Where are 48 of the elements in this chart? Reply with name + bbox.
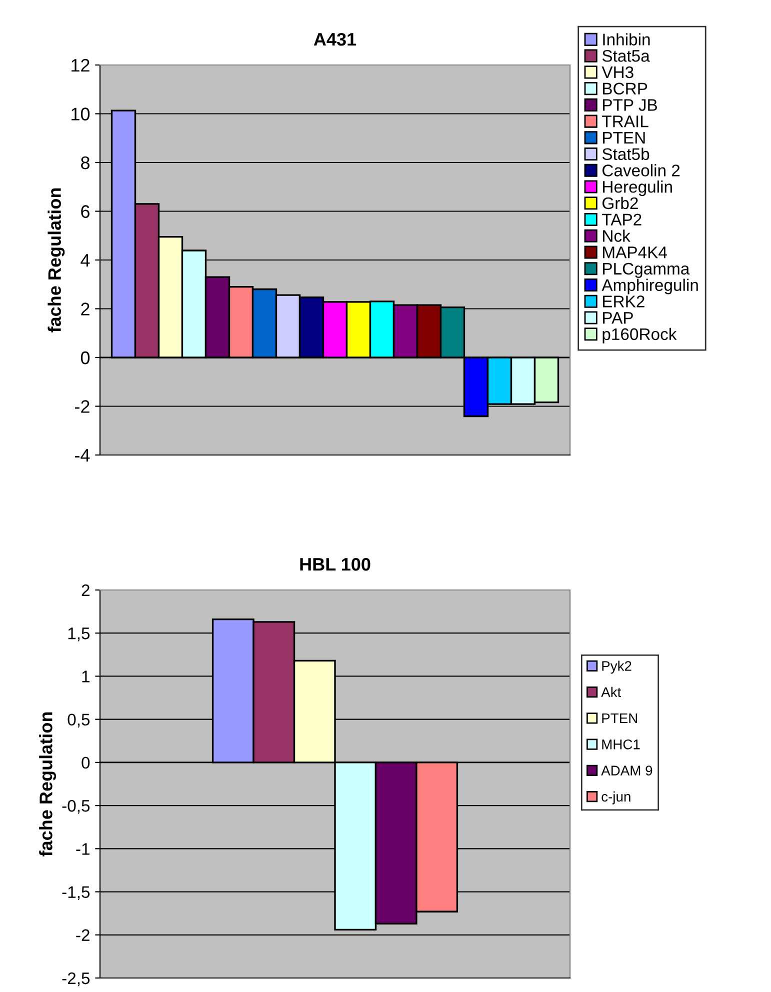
legend-label: p160Rock <box>602 328 677 344</box>
legend-label: PTEN <box>602 713 637 724</box>
legend-label: Caveolin 2 <box>602 164 680 176</box>
y-tick-label: 6 <box>81 205 90 218</box>
legend-label: BCRP <box>603 82 648 95</box>
legend-label: Stat5a <box>602 50 650 62</box>
y-tick-label: 12 <box>72 58 90 72</box>
legend-label: PAP <box>603 312 633 324</box>
legend-label: Nck <box>603 230 630 242</box>
legend-label: ADAM 9 <box>601 766 652 776</box>
legend-label: MHC1 <box>602 739 640 750</box>
legend-label: TRAIL <box>602 116 648 128</box>
y-tick-label: -2 <box>75 400 90 413</box>
legend-label: ERK2 <box>603 296 644 308</box>
y-tick-label: 1 <box>82 670 90 682</box>
y-axis-title: fache Regulation <box>48 188 65 332</box>
legend-label: PTEN <box>603 132 645 144</box>
y-axis-title: fache Regulation <box>39 712 56 856</box>
y-tick-label: -1 <box>76 843 90 855</box>
y-tick-label: 0 <box>80 351 90 364</box>
y-tick-label: -0,5 <box>62 800 90 814</box>
legend-label: VH3 <box>602 66 634 78</box>
legend-label: PLCgamma <box>603 262 690 278</box>
y-tick-label: -2 <box>76 929 90 941</box>
legend-label: TAP2 <box>602 214 642 226</box>
y-tick-label: 0 <box>82 756 90 769</box>
y-tick-label: -4 <box>75 449 90 462</box>
legend-label: Inhibin <box>603 33 650 46</box>
chart-title: A431 <box>314 32 356 46</box>
y-tick-label: 2 <box>82 584 90 596</box>
y-tick-label: 8 <box>81 156 90 170</box>
legend-label: Heregulin <box>603 180 672 196</box>
y-tick-label: 1,5 <box>68 628 90 642</box>
y-tick-label: 4 <box>80 254 90 267</box>
y-tick-label: 10 <box>72 108 90 120</box>
legend-label: Grb2 <box>602 196 638 210</box>
legend-label: c-jun <box>602 791 630 804</box>
legend-label: Akt <box>601 686 622 698</box>
legend-label: Amphiregulin <box>602 278 698 294</box>
y-tick-label: 2 <box>81 302 90 316</box>
legend-label: MAP4K4 <box>603 246 667 258</box>
legend-label: Pyk2 <box>602 660 632 674</box>
y-tick-label: 0,5 <box>68 714 90 728</box>
chart-title: HBL 100 <box>300 558 370 571</box>
legend-label: PTP JB <box>603 99 657 111</box>
legend-label: Stat5b <box>602 148 650 160</box>
y-tick-label: -2,5 <box>62 972 90 986</box>
y-tick-label: -1,5 <box>62 886 90 900</box>
